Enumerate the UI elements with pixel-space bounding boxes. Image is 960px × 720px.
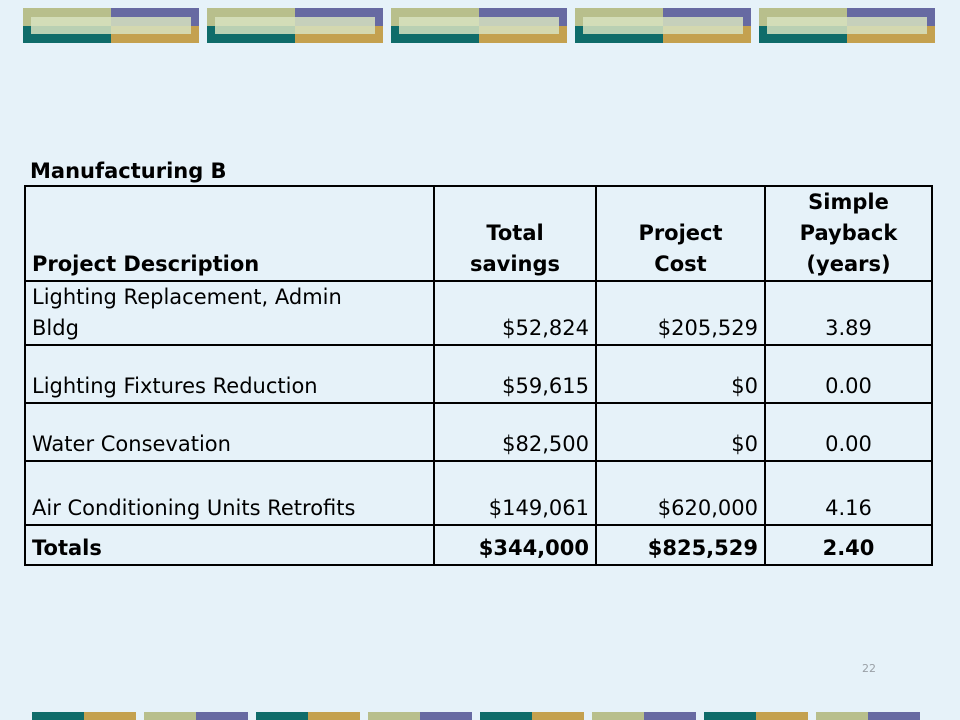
cell-savings: $59,615 <box>433 344 597 404</box>
header-line: Simple <box>808 190 889 214</box>
totals-payback: 2.40 <box>764 524 933 566</box>
cell-savings: $82,500 <box>433 402 597 462</box>
header-line: (years) <box>806 252 891 276</box>
cell-payback: 3.89 <box>764 280 933 346</box>
decorative-stripe <box>420 712 472 720</box>
header-project-cost: Project Cost <box>595 185 766 282</box>
decorative-stripe <box>756 712 808 720</box>
decorative-stripe <box>480 712 532 720</box>
decorative-stripe <box>256 712 308 720</box>
cell-savings: $149,061 <box>433 460 597 526</box>
cell-description: Air Conditioning Units Retrofits <box>24 460 435 526</box>
cell-payback: 4.16 <box>764 460 933 526</box>
cell-description: Lighting Replacement, Admin Bldg <box>24 280 435 346</box>
description-line: Bldg <box>32 316 79 340</box>
header-line: Cost <box>654 252 707 276</box>
payback-table: Project Description Total savings Projec… <box>24 185 933 566</box>
decorative-tile <box>575 8 751 43</box>
decorative-stripe <box>32 712 84 720</box>
top-decorative-band <box>0 0 960 50</box>
decorative-stripe <box>532 712 584 720</box>
decorative-stripe <box>196 712 248 720</box>
cell-payback: 0.00 <box>764 344 933 404</box>
header-total-savings: Total savings <box>433 185 597 282</box>
decorative-stripe <box>308 712 360 720</box>
totals-row: Totals $344,000 $825,529 2.40 <box>24 524 933 566</box>
cell-cost: $205,529 <box>595 280 766 346</box>
decorative-stripe <box>592 712 644 720</box>
decorative-stripe <box>84 712 136 720</box>
bottom-decorative-band <box>0 712 960 720</box>
cell-cost: $620,000 <box>595 460 766 526</box>
header-line: savings <box>469 252 561 276</box>
cell-cost: $0 <box>595 344 766 404</box>
decorative-stripe <box>368 712 420 720</box>
decorative-stripe <box>644 712 696 720</box>
cell-description: Lighting Fixtures Reduction <box>24 344 435 404</box>
decorative-stripe <box>868 712 920 720</box>
table-row: Lighting Replacement, Admin Bldg $52,824… <box>24 280 933 346</box>
cell-cost: $0 <box>595 402 766 462</box>
table-row: Air Conditioning Units Retrofits $149,06… <box>24 460 933 526</box>
header-line: Payback <box>799 221 898 245</box>
decorative-tile <box>759 8 935 43</box>
table-header-row: Project Description Total savings Projec… <box>24 185 933 282</box>
page-number: 22 <box>862 662 876 675</box>
decorative-tile <box>207 8 383 43</box>
header-simple-payback: Simple Payback (years) <box>764 185 933 282</box>
header-line: Total <box>486 221 544 245</box>
totals-cost: $825,529 <box>595 524 766 566</box>
cell-savings: $52,824 <box>433 280 597 346</box>
table-row: Water Consevation $82,500 $0 0.00 <box>24 402 933 462</box>
decorative-tile <box>23 8 199 43</box>
table-row: Lighting Fixtures Reduction $59,615 $0 0… <box>24 344 933 404</box>
header-project-description: Project Description <box>24 185 435 282</box>
decorative-stripe <box>144 712 196 720</box>
header-line: Project <box>638 221 723 245</box>
decorative-stripe <box>816 712 868 720</box>
table-title: Manufacturing B <box>30 159 227 183</box>
description-line: Lighting Replacement, Admin <box>32 285 342 309</box>
totals-label: Totals <box>24 524 435 566</box>
decorative-tile <box>391 8 567 43</box>
cell-payback: 0.00 <box>764 402 933 462</box>
decorative-stripe <box>704 712 756 720</box>
totals-savings: $344,000 <box>433 524 597 566</box>
cell-description: Water Consevation <box>24 402 435 462</box>
